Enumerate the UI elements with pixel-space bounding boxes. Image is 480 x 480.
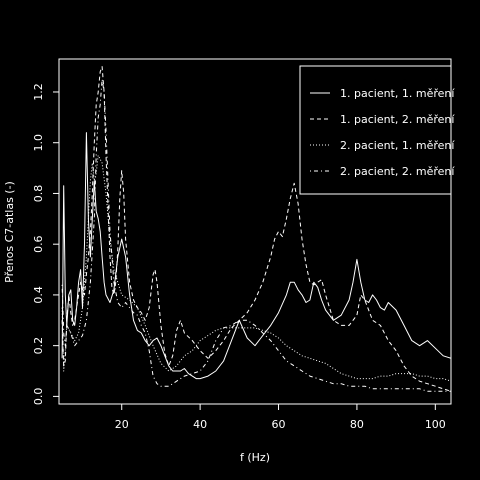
series-line-4 xyxy=(61,78,451,392)
x-tick-label: 60 xyxy=(272,418,286,431)
x-tick-label: 80 xyxy=(350,418,364,431)
legend-label-3: 2. pacient, 1. měření xyxy=(340,139,455,152)
legend-label-2: 1. pacient, 2. měření xyxy=(340,113,455,126)
legend: 1. pacient, 1. měření 1. pacient, 2. měře… xyxy=(299,65,455,195)
x-tick-label: 100 xyxy=(425,418,446,431)
y-tick-label: 1.2 xyxy=(32,83,45,101)
y-tick-label: 0.8 xyxy=(32,185,45,203)
legend-label-4: 2. pacient, 2. měření xyxy=(340,165,455,178)
y-tick-label: 0.0 xyxy=(32,388,45,406)
y-axis-label: Přenos C7-atlas (-) xyxy=(3,181,16,283)
series-line-2 xyxy=(61,66,451,392)
y-tick-label: 0.6 xyxy=(32,235,45,253)
y-tick-label: 1.0 xyxy=(32,134,45,152)
y-tick-label: 0.4 xyxy=(32,286,45,304)
x-tick-label: 40 xyxy=(193,418,207,431)
plot-frame xyxy=(58,58,452,405)
x-axis: 20 40 60 80 100 xyxy=(115,404,446,431)
x-tick-label: 20 xyxy=(115,418,129,431)
y-axis: 0.0 0.2 0.4 0.6 0.8 1.0 1.2 xyxy=(32,83,59,405)
legend-label-1: 1. pacient, 1. měření xyxy=(340,87,455,100)
y-tick-label: 0.2 xyxy=(32,337,45,355)
series-layer xyxy=(61,66,451,392)
series-line-3 xyxy=(61,154,451,382)
x-axis-label: f (Hz) xyxy=(240,451,270,464)
series-line-1 xyxy=(61,132,451,380)
legend-box xyxy=(299,65,452,195)
